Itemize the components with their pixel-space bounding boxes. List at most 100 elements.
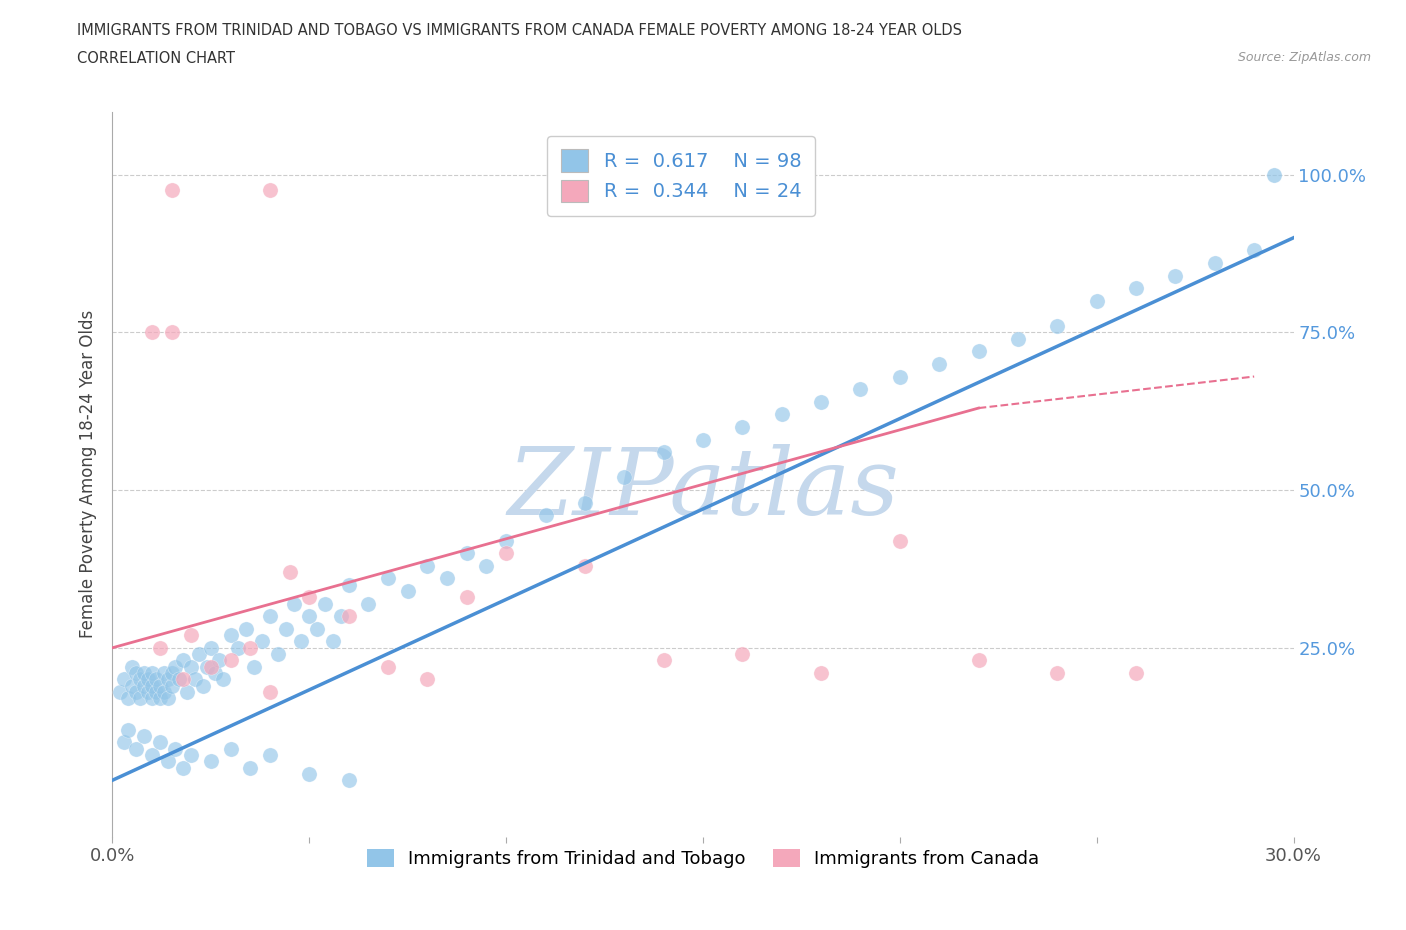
Point bbox=[239, 641, 262, 656]
Point bbox=[219, 741, 242, 756]
Point bbox=[180, 659, 202, 674]
Point bbox=[416, 671, 439, 686]
Point bbox=[149, 678, 172, 693]
Point bbox=[132, 728, 155, 743]
Point bbox=[121, 659, 143, 674]
Point bbox=[243, 659, 266, 674]
Point bbox=[278, 565, 301, 579]
Point bbox=[250, 634, 273, 649]
Point bbox=[136, 684, 159, 699]
Point bbox=[810, 394, 832, 409]
Point bbox=[298, 766, 321, 781]
Point bbox=[534, 508, 557, 523]
Point bbox=[396, 583, 419, 598]
Point bbox=[172, 760, 194, 775]
Legend: Immigrants from Trinidad and Tobago, Immigrants from Canada: Immigrants from Trinidad and Tobago, Imm… bbox=[360, 842, 1046, 875]
Point bbox=[259, 684, 281, 699]
Point bbox=[652, 445, 675, 459]
Point bbox=[283, 596, 305, 611]
Point bbox=[436, 571, 458, 586]
Point bbox=[298, 609, 321, 624]
Point bbox=[112, 671, 135, 686]
Point bbox=[652, 653, 675, 668]
Point bbox=[149, 735, 172, 750]
Point bbox=[156, 754, 179, 769]
Point bbox=[731, 419, 754, 434]
Point bbox=[613, 470, 636, 485]
Point bbox=[110, 684, 132, 699]
Point bbox=[149, 641, 172, 656]
Point bbox=[180, 628, 202, 643]
Point bbox=[1125, 666, 1147, 681]
Point bbox=[145, 684, 167, 699]
Point bbox=[188, 646, 211, 661]
Point bbox=[129, 691, 152, 706]
Y-axis label: Female Poverty Among 18-24 Year Olds: Female Poverty Among 18-24 Year Olds bbox=[79, 311, 97, 638]
Point bbox=[169, 671, 191, 686]
Point bbox=[136, 671, 159, 686]
Point bbox=[165, 659, 187, 674]
Point bbox=[191, 678, 214, 693]
Point bbox=[141, 678, 163, 693]
Point bbox=[337, 773, 360, 788]
Point bbox=[200, 754, 222, 769]
Point bbox=[152, 666, 174, 681]
Point bbox=[810, 666, 832, 681]
Point bbox=[495, 546, 517, 561]
Point bbox=[235, 621, 257, 636]
Point bbox=[495, 533, 517, 548]
Point bbox=[211, 671, 233, 686]
Point bbox=[928, 356, 950, 371]
Point bbox=[357, 596, 380, 611]
Text: Source: ZipAtlas.com: Source: ZipAtlas.com bbox=[1237, 51, 1371, 64]
Point bbox=[184, 671, 207, 686]
Point bbox=[204, 666, 226, 681]
Point bbox=[731, 646, 754, 661]
Point bbox=[160, 678, 183, 693]
Point bbox=[145, 671, 167, 686]
Point bbox=[337, 578, 360, 592]
Point bbox=[298, 590, 321, 604]
Point bbox=[219, 628, 242, 643]
Point bbox=[259, 609, 281, 624]
Point bbox=[475, 558, 498, 573]
Point bbox=[692, 432, 714, 447]
Point bbox=[125, 684, 148, 699]
Point bbox=[574, 558, 596, 573]
Point bbox=[132, 678, 155, 693]
Point bbox=[307, 621, 329, 636]
Point bbox=[267, 646, 290, 661]
Point bbox=[141, 691, 163, 706]
Point bbox=[152, 684, 174, 699]
Point bbox=[117, 691, 139, 706]
Point bbox=[172, 653, 194, 668]
Point bbox=[337, 609, 360, 624]
Point bbox=[141, 748, 163, 763]
Point bbox=[228, 641, 250, 656]
Point bbox=[132, 666, 155, 681]
Point bbox=[1007, 331, 1029, 346]
Point bbox=[125, 741, 148, 756]
Point bbox=[165, 741, 187, 756]
Point bbox=[274, 621, 297, 636]
Point bbox=[849, 381, 872, 396]
Point bbox=[112, 735, 135, 750]
Point bbox=[1204, 256, 1226, 271]
Point bbox=[1046, 666, 1069, 681]
Point bbox=[889, 369, 911, 384]
Point bbox=[149, 691, 172, 706]
Point bbox=[290, 634, 312, 649]
Point bbox=[141, 325, 163, 339]
Point bbox=[329, 609, 352, 624]
Point bbox=[1085, 293, 1108, 308]
Point bbox=[967, 344, 990, 359]
Point bbox=[456, 546, 478, 561]
Point bbox=[1164, 268, 1187, 283]
Point bbox=[889, 533, 911, 548]
Point bbox=[195, 659, 218, 674]
Point bbox=[129, 671, 152, 686]
Point bbox=[322, 634, 344, 649]
Point bbox=[377, 571, 399, 586]
Point bbox=[456, 590, 478, 604]
Point bbox=[1263, 167, 1285, 182]
